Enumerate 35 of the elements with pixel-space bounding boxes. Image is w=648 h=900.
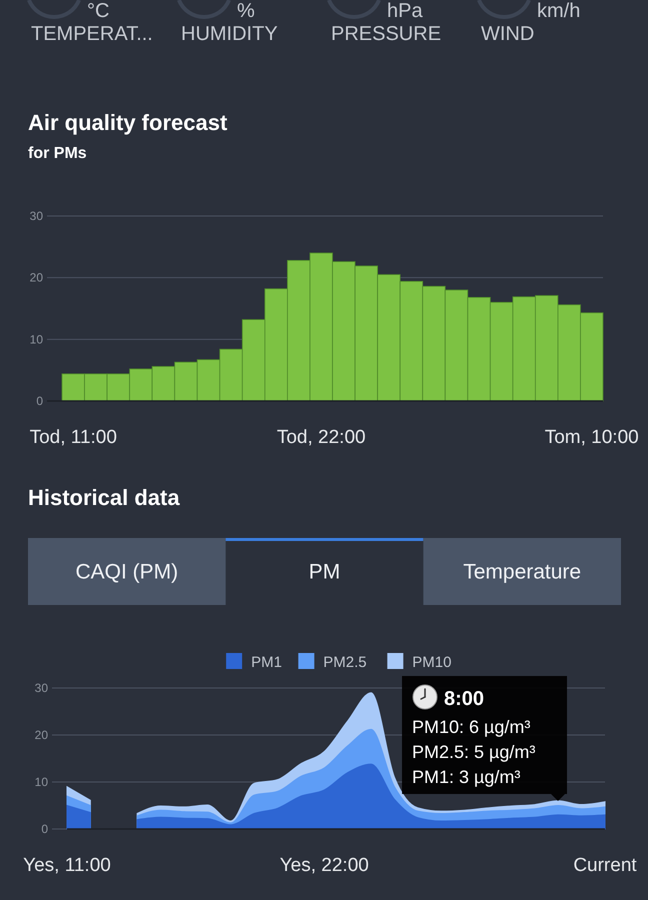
y-tick-label: 0 xyxy=(36,394,44,408)
x-tick-label: Tod, 22:00 xyxy=(276,427,366,448)
y-tick-label: 30 xyxy=(34,681,48,695)
annotation: 8:00 xyxy=(444,688,484,710)
legend-label: PM1 xyxy=(251,654,282,671)
text: Temperature xyxy=(463,560,582,584)
legend-label: PM2.5 xyxy=(323,654,367,671)
text: Historical data xyxy=(28,485,180,510)
chart-title: Air quality forecast xyxy=(28,110,228,135)
text: °C xyxy=(87,0,110,22)
chart-subtitle: for PMs xyxy=(28,145,87,162)
x-tick-label: Yes, 22:00 xyxy=(280,855,369,876)
x-tick-label: Tom, 10:00 xyxy=(544,427,639,448)
text: TEMPERAT... xyxy=(31,23,153,45)
x-tick-label: Yes, 11:00 xyxy=(23,855,111,876)
x-tick-label: Current xyxy=(573,855,638,876)
legend-label: PM10 xyxy=(412,654,452,671)
y-tick-label: 20 xyxy=(34,728,48,742)
text: PM xyxy=(308,560,340,584)
text: PRESSURE xyxy=(331,23,442,45)
annotation: PM2.5: 5 µg/m³ xyxy=(412,742,536,762)
y-tick-label: 20 xyxy=(30,270,44,285)
y-tick-label: 10 xyxy=(30,332,44,346)
text: CAQI (PM) xyxy=(75,560,178,584)
text: % xyxy=(237,0,255,22)
x-tick-label: Tod, 11:00 xyxy=(30,427,117,448)
y-tick-label: 0 xyxy=(41,822,48,836)
annotation: PM1: 3 µg/m³ xyxy=(412,767,520,787)
y-tick-label: 10 xyxy=(34,775,48,789)
text: HUMIDITY xyxy=(181,23,278,45)
text: km/h xyxy=(537,0,580,22)
text: hPa xyxy=(387,0,424,22)
annotation: PM10: 6 µg/m³ xyxy=(412,717,530,737)
y-tick-label: 30 xyxy=(30,209,44,223)
text: WIND xyxy=(481,23,534,45)
